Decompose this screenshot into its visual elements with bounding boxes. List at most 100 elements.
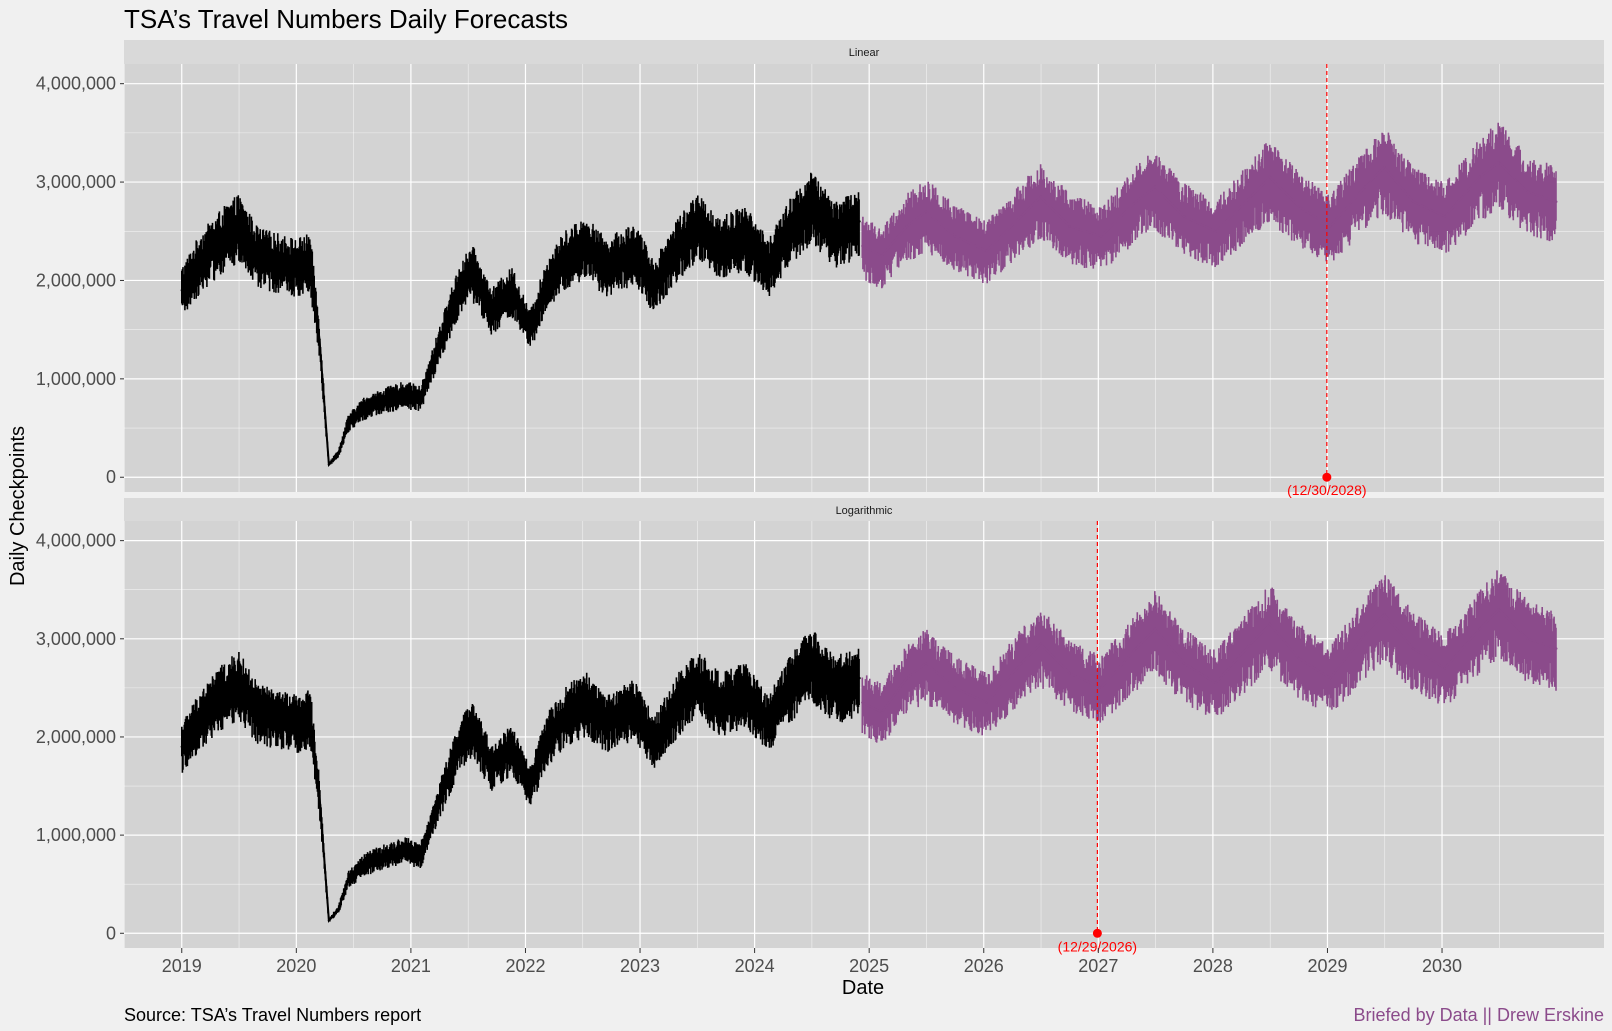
data-point — [404, 848, 407, 851]
data-point — [347, 878, 350, 881]
data-point — [1443, 667, 1447, 670]
data-point — [676, 244, 679, 248]
data-point — [1249, 642, 1253, 645]
data-point — [1497, 608, 1501, 611]
data-point — [653, 284, 656, 287]
x-tick-label: 2023 — [620, 956, 660, 976]
data-point — [490, 308, 493, 312]
data-point — [834, 686, 837, 690]
data-point — [1363, 632, 1367, 636]
data-point — [585, 701, 588, 704]
data-point — [861, 701, 864, 704]
data-point — [1099, 235, 1103, 238]
data-point — [237, 681, 240, 685]
data-point — [585, 244, 588, 248]
data-point — [1268, 175, 1272, 179]
data-point — [1134, 200, 1138, 203]
data-point — [309, 259, 312, 262]
data-point — [1068, 671, 1071, 675]
y-tick-label: 0 — [106, 467, 116, 487]
data-point — [547, 735, 550, 739]
data-point — [858, 220, 861, 223]
data-point — [985, 249, 988, 253]
panel-linear: Linear 0 1,000,000 2,000,000 3,000,000 4,000,… — [36, 40, 1604, 498]
data-point — [1363, 185, 1367, 189]
data-point — [1329, 225, 1332, 228]
data-point — [237, 225, 240, 228]
x-tick-label: 2028 — [1193, 956, 1233, 976]
annotation-label: (12/29/2026) — [1058, 938, 1137, 954]
data-point — [528, 784, 532, 788]
data-point — [1068, 225, 1071, 228]
data-point — [511, 289, 514, 292]
data-point — [547, 279, 550, 282]
data-point — [743, 691, 747, 694]
data-point — [327, 919, 331, 922]
data-point — [419, 853, 422, 856]
panel-background — [124, 64, 1604, 492]
panel-logarithmic: Logarithmic 0 1,000,000 2,000,000 3,000,000 4… — [36, 498, 1604, 954]
series-line-forecast — [861, 161, 1557, 258]
y-tick-label: 1,000,000 — [36, 825, 116, 845]
x-tick-label: 2024 — [735, 956, 775, 976]
data-point — [1478, 627, 1481, 631]
data-point — [457, 289, 460, 292]
data-point — [1297, 205, 1300, 208]
data-point — [791, 225, 794, 228]
data-point — [318, 338, 321, 341]
annotation-point — [1092, 928, 1102, 938]
data-point — [604, 721, 608, 724]
data-point — [676, 701, 679, 704]
x-axis-title: Date — [842, 977, 884, 999]
data-point — [199, 259, 202, 262]
data-point — [361, 863, 365, 866]
facet-strip-label: Linear — [849, 47, 880, 59]
data-point — [337, 451, 340, 454]
caption-credit: Briefed by Data || Drew Erskine — [1354, 1005, 1604, 1025]
y-tick-label: 1,000,000 — [36, 369, 116, 389]
x-tick-label: 2030 — [1422, 956, 1462, 976]
data-point — [276, 259, 279, 262]
data-point — [295, 264, 298, 267]
data-point — [295, 721, 298, 724]
data-point — [1153, 627, 1157, 631]
annotation-label: (12/30/2028) — [1287, 482, 1366, 498]
data-point — [604, 264, 608, 267]
data-point — [256, 711, 260, 714]
data-point — [985, 701, 988, 704]
data-point — [719, 701, 722, 704]
y-tick-label: 4,000,000 — [36, 74, 116, 94]
data-point — [834, 230, 837, 233]
x-tick-label: 2025 — [849, 956, 889, 976]
data-point — [437, 343, 441, 346]
data-point — [1478, 175, 1481, 179]
data-point — [1412, 647, 1415, 650]
data-point — [633, 706, 636, 709]
data-point — [653, 740, 656, 744]
series-band-forecast — [861, 122, 1557, 289]
data-point — [905, 225, 908, 228]
data-point — [1039, 642, 1042, 645]
data-point — [1268, 622, 1272, 626]
data-point — [437, 799, 441, 802]
x-tick-label: 2029 — [1307, 956, 1347, 976]
panel-background — [124, 521, 1604, 948]
data-point — [1020, 662, 1023, 665]
x-tick-label: 2026 — [964, 956, 1004, 976]
data-point — [810, 205, 813, 208]
x-tick-label: 2021 — [391, 956, 431, 976]
data-point — [1182, 215, 1186, 218]
data-point — [861, 244, 864, 248]
data-point — [490, 765, 493, 768]
y-tick-label: 3,000,000 — [36, 629, 116, 649]
data-point — [276, 716, 279, 719]
data-point — [1099, 686, 1103, 690]
annotation-point — [1322, 472, 1332, 482]
data-point — [1153, 185, 1157, 189]
data-point — [218, 239, 221, 243]
data-point — [318, 794, 321, 798]
data-point — [470, 269, 474, 272]
data-point — [419, 397, 422, 400]
data-point — [380, 399, 384, 402]
